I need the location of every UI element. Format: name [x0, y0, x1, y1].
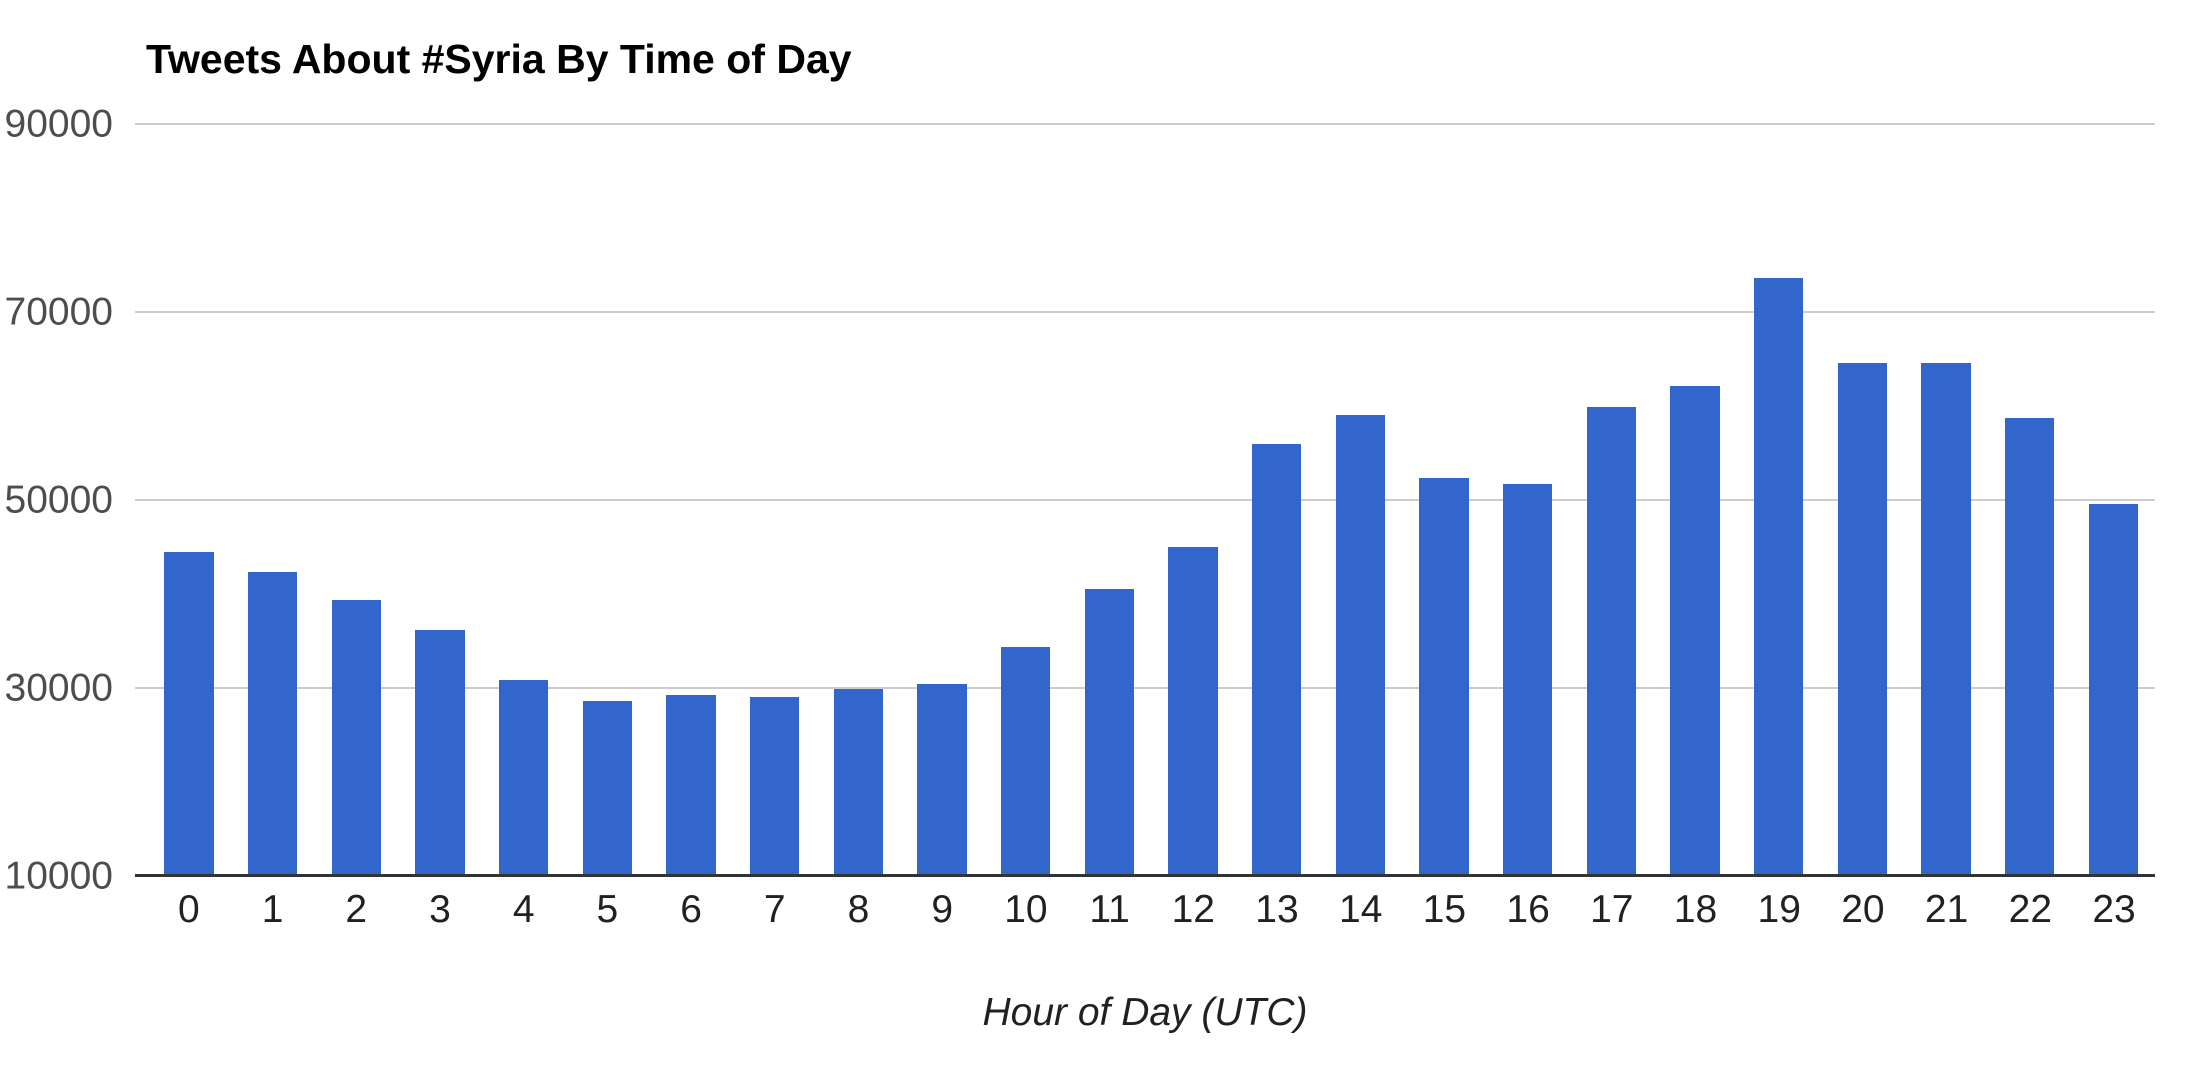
bar-slot [1486, 124, 1570, 876]
bar-slot [649, 124, 733, 876]
x-tick-label: 13 [1255, 888, 1299, 931]
bar-slot [2071, 124, 2155, 876]
bar-slot [1988, 124, 2072, 876]
x-tick-label: 15 [1422, 888, 1467, 931]
bar-slot [733, 124, 817, 876]
x-tick-label: 9 [931, 888, 954, 931]
y-axis-labels: 90000 70000 50000 30000 10000 [0, 105, 113, 896]
x-tick-label: 21 [1924, 888, 1969, 931]
bar-slot [482, 124, 566, 876]
bar-hour-7[interactable] [749, 697, 800, 876]
bar-hour-15[interactable] [1419, 478, 1469, 876]
bar-hour-14[interactable] [1335, 415, 1385, 876]
bar-slot [1569, 124, 1653, 876]
gridline [135, 311, 2155, 313]
x-axis-title: Hour of Day (UTC) [982, 991, 1308, 1034]
bar-hour-1[interactable] [247, 572, 298, 876]
y-tick-label: 90000 [4, 102, 113, 146]
bar-hour-17[interactable] [1586, 406, 1636, 876]
y-tick-label: 50000 [4, 478, 113, 522]
x-tick-label: 5 [596, 888, 619, 931]
x-tick-label: 12 [1171, 888, 1215, 931]
bar-hour-4[interactable] [498, 680, 549, 876]
x-tick-label: 3 [429, 888, 451, 931]
bar-slot [984, 124, 1068, 876]
bar-hour-20[interactable] [1837, 362, 1887, 876]
bar-hour-19[interactable] [1753, 278, 1804, 876]
bar-hour-9[interactable] [917, 684, 967, 876]
chart-title: Tweets About #Syria By Time of Day [146, 36, 852, 82]
bar-slot [1067, 124, 1151, 876]
bar-hour-6[interactable] [666, 694, 716, 876]
x-tick-label: 8 [847, 888, 870, 931]
gridline [135, 687, 2155, 689]
bar-slot [1904, 124, 1988, 876]
bar-hour-11[interactable] [1084, 589, 1134, 876]
x-tick-label: 6 [680, 888, 702, 931]
x-tick-label: 14 [1339, 888, 1383, 931]
bar-slot [1820, 124, 1904, 876]
x-tick-label: 23 [2092, 888, 2136, 931]
bar-hour-22[interactable] [2004, 418, 2055, 876]
bar-slot [1653, 124, 1737, 876]
x-tick-label: 4 [512, 888, 535, 931]
bar-slot [565, 124, 649, 876]
bar-hour-13[interactable] [1251, 443, 1302, 876]
gridline [135, 123, 2155, 125]
bar-slot [1318, 124, 1402, 876]
bar-slot [900, 124, 984, 876]
bar-slot [398, 124, 482, 876]
x-tick-label: 7 [763, 888, 786, 931]
bar-hour-23[interactable] [2088, 503, 2138, 876]
bars-container [147, 124, 2155, 876]
bar-slot [1402, 124, 1486, 876]
bar-hour-3[interactable] [415, 629, 465, 876]
gridline [135, 499, 2155, 501]
x-tick-label: 11 [1089, 888, 1130, 931]
bar-hour-0[interactable] [164, 551, 214, 876]
y-tick-label: 30000 [4, 666, 113, 710]
x-tick-label: 2 [345, 888, 368, 931]
x-axis-line [135, 874, 2155, 877]
bar-hour-8[interactable] [833, 688, 883, 876]
x-tick-label: 17 [1590, 888, 1634, 931]
bar-hour-12[interactable] [1168, 547, 1218, 876]
bar-hour-2[interactable] [331, 599, 381, 876]
x-tick-label: 1 [261, 888, 284, 931]
bar-hour-18[interactable] [1670, 386, 1720, 876]
bar-slot [1235, 124, 1319, 876]
x-tick-label: 10 [1004, 888, 1048, 931]
y-tick-label: 10000 [4, 854, 113, 898]
bar-hour-10[interactable] [1000, 646, 1051, 876]
bar-slot [816, 124, 900, 876]
bar-slot [1151, 124, 1235, 876]
x-tick-label: 18 [1673, 888, 1718, 931]
x-tick-label: 16 [1506, 888, 1550, 931]
bar-slot [147, 124, 231, 876]
plot-area [135, 123, 2155, 877]
x-tick-label: 19 [1757, 888, 1801, 931]
x-tick-label: 22 [2008, 888, 2053, 931]
bar-slot [1737, 124, 1821, 876]
x-axis-labels: 0 1 2 3 4 5 6 7 8 9 10 11 12 13 14 15 16 17 18 19 20 21 22 23 [147, 890, 2156, 938]
y-tick-label: 70000 [4, 290, 113, 334]
bar-hour-5[interactable] [582, 701, 632, 876]
bar-slot [314, 124, 398, 876]
bar-hour-21[interactable] [1921, 362, 1971, 876]
bar-slot [231, 124, 315, 876]
x-tick-label: 0 [178, 888, 200, 931]
bar-hour-16[interactable] [1502, 484, 1553, 876]
x-tick-label: 20 [1841, 888, 1885, 931]
